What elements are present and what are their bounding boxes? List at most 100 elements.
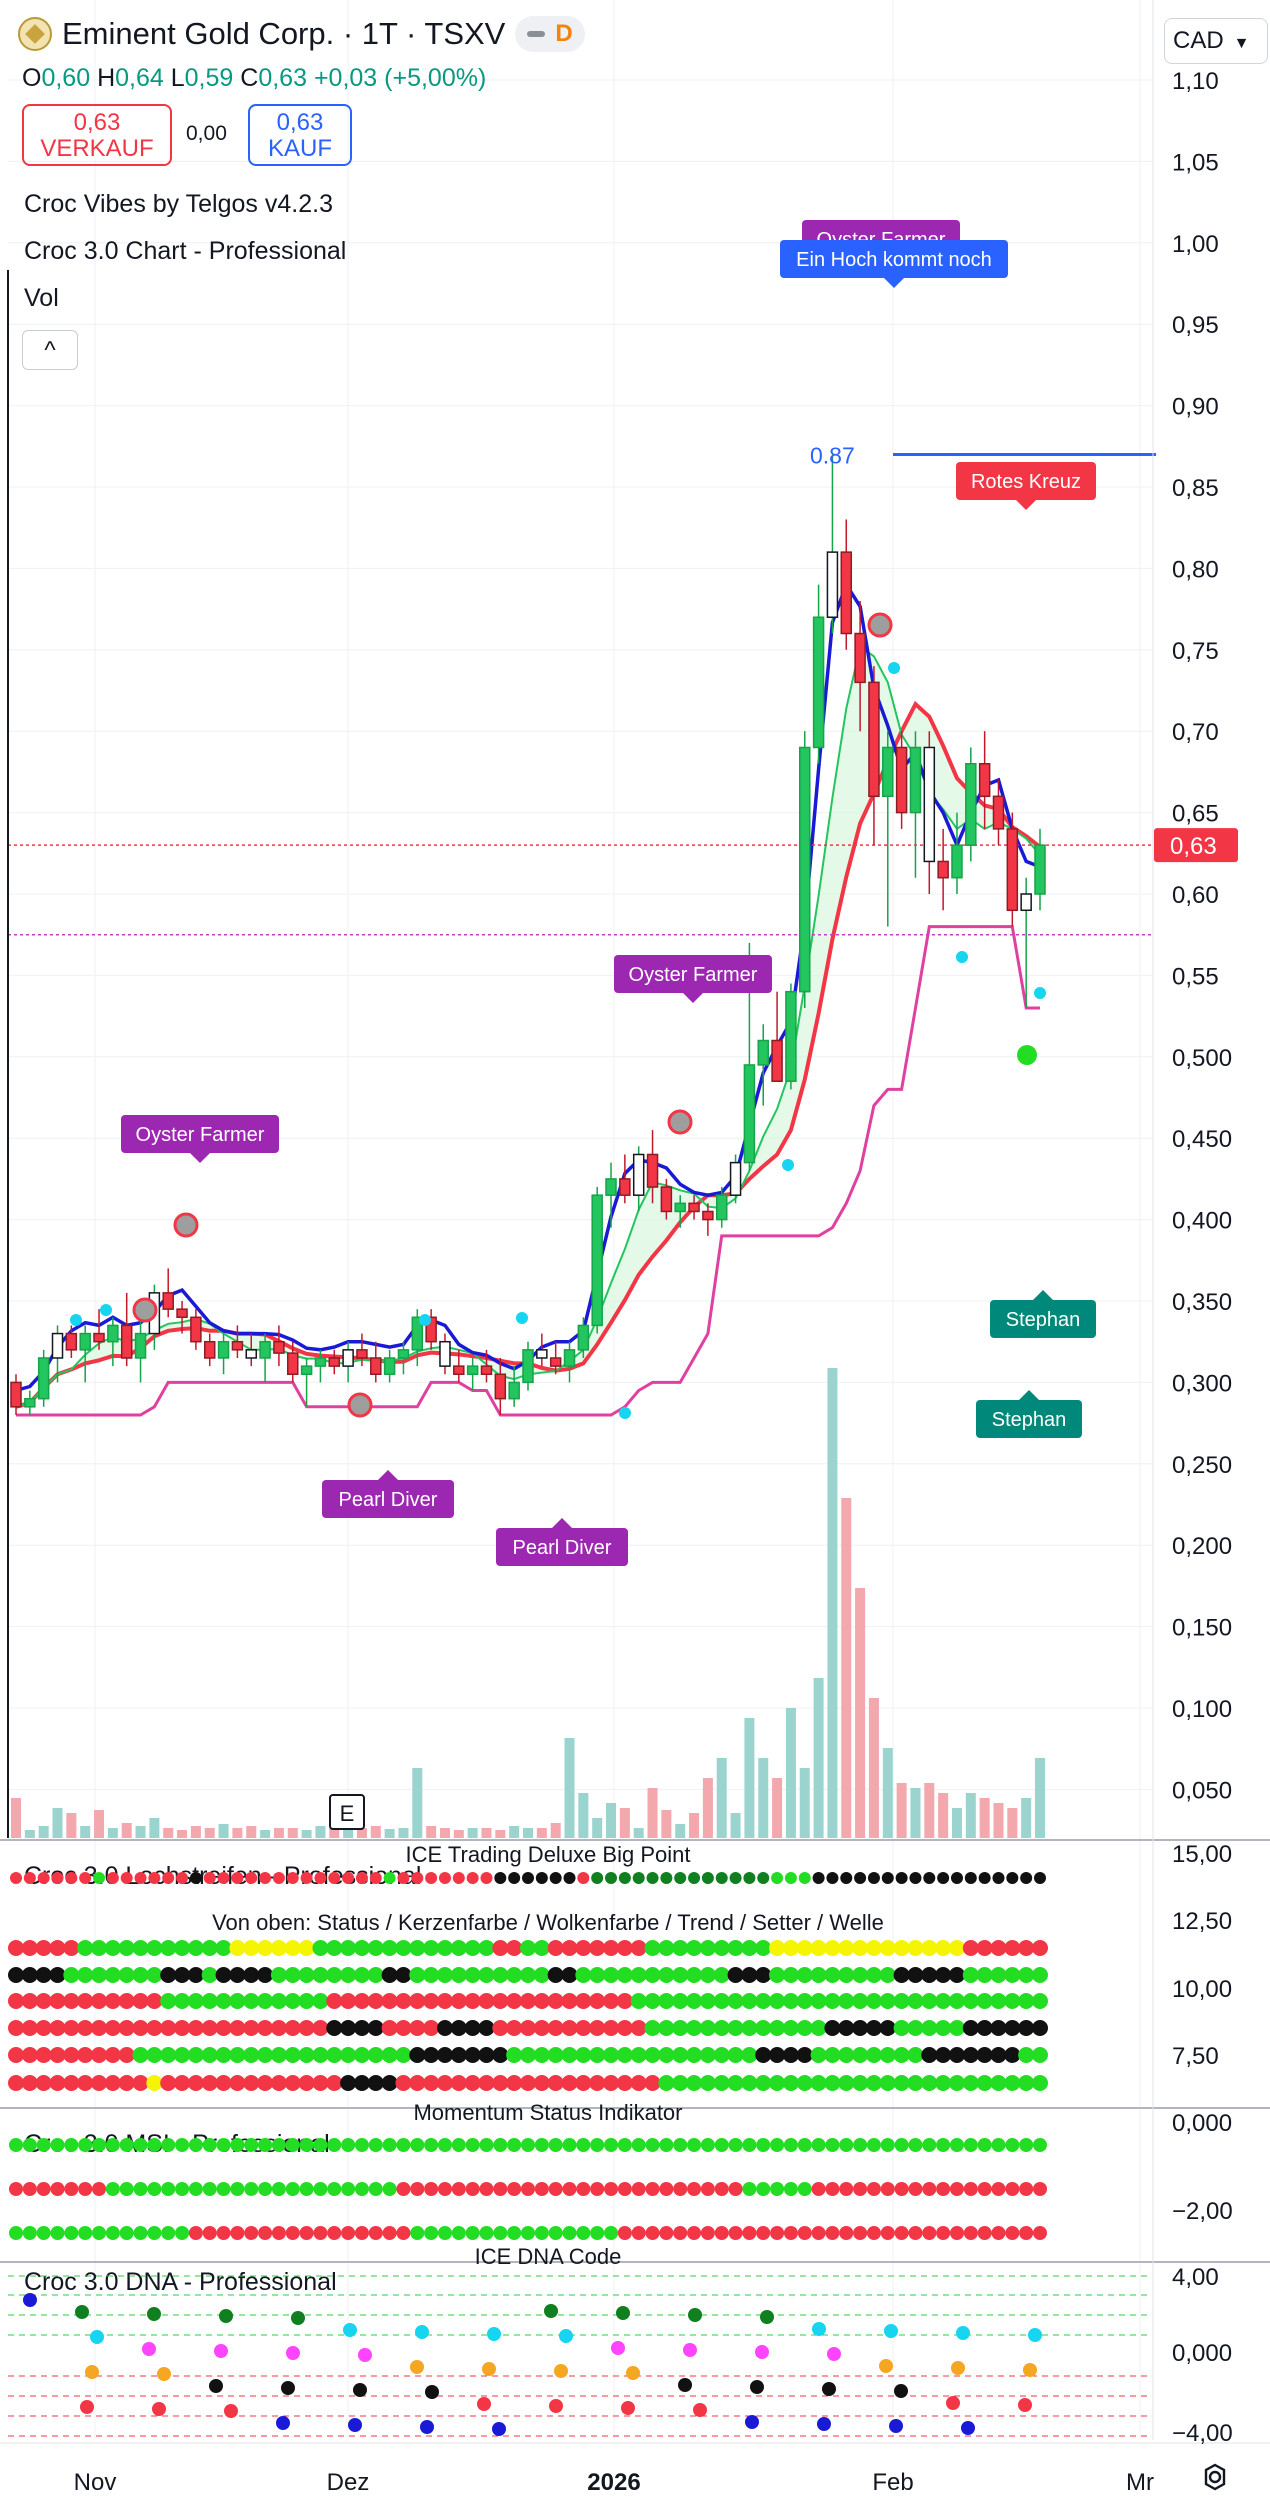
status-dot <box>132 2075 149 2091</box>
status-dot <box>506 2075 523 2091</box>
currency-select[interactable]: CAD ▼ <box>1164 18 1268 64</box>
status-dot <box>879 1940 896 1956</box>
status-dot <box>8 2075 24 2091</box>
status-dot <box>492 2075 509 2091</box>
dna-dot <box>827 2347 841 2361</box>
price-tick-label: 0,150 <box>1172 1615 1232 1642</box>
candle-body <box>425 1316 437 1343</box>
buy-button[interactable]: 0,63 KAUF <box>248 104 352 166</box>
status-dot <box>353 1993 370 2009</box>
status-dot <box>713 2047 730 2063</box>
status-dot <box>326 1940 343 1956</box>
status-dot <box>756 2138 771 2152</box>
status-dot <box>935 1940 952 1956</box>
status-dot <box>618 1872 631 1884</box>
status-dot <box>825 2226 840 2240</box>
status-dot <box>630 2047 647 2063</box>
dna-dot <box>85 2365 99 2379</box>
collapse-indicators-button[interactable]: ^ <box>22 330 78 370</box>
status-dot <box>258 2182 273 2196</box>
status-dot <box>425 1872 438 1884</box>
status-dot <box>742 2226 757 2240</box>
status-dot <box>672 1940 689 1956</box>
status-dot <box>713 1940 730 1956</box>
status-dot <box>354 2182 369 2196</box>
candle-body <box>273 1340 285 1354</box>
status-dot <box>243 2020 260 2036</box>
hoch-kommt-label-pointer <box>884 278 904 288</box>
status-dot <box>79 1872 92 1884</box>
status-dot <box>35 1940 52 1956</box>
candle-body <box>632 1153 645 1196</box>
status-dot <box>687 2182 702 2196</box>
dna-dot <box>879 2359 893 2373</box>
status-dot <box>64 2226 79 2240</box>
stephan-label-2-pointer <box>1019 1390 1039 1400</box>
status-dot <box>632 1872 645 1884</box>
gold-coin-logo-icon <box>18 17 52 51</box>
pearl-diver-label-1-text: Pearl Diver <box>339 1489 438 1511</box>
status-dot <box>962 2047 979 2063</box>
status-dot <box>188 2182 203 2196</box>
volume-bar <box>868 1698 879 1838</box>
status-dot <box>78 2138 93 2152</box>
status-dot <box>271 2182 286 2196</box>
status-dot <box>563 1872 576 1884</box>
low-value: 0,59 <box>184 64 234 92</box>
status-dot <box>284 1940 301 1956</box>
status-dot <box>658 2047 675 2063</box>
status-dot <box>962 1967 979 1983</box>
status-dot <box>118 2020 135 2036</box>
status-dot <box>909 1872 922 1884</box>
status-dot <box>617 2182 632 2196</box>
status-dot <box>132 1993 149 2009</box>
indicator-croc-chart[interactable]: Croc 3.0 Chart - Professional <box>24 237 347 265</box>
volume-bar <box>675 1824 686 1838</box>
status-dot <box>105 2226 120 2240</box>
status-dot <box>423 1967 440 1983</box>
status-dot <box>672 2075 689 2091</box>
status-dot <box>990 1940 1007 1956</box>
status-dot <box>533 2020 550 2036</box>
volume-bar <box>38 1826 49 1838</box>
candle-body <box>563 1349 576 1367</box>
status-dot <box>948 2075 965 2091</box>
candle-body <box>93 1332 105 1343</box>
status-dot <box>770 2182 785 2196</box>
status-dot <box>577 1872 590 1884</box>
status-dot <box>8 1967 24 1983</box>
settings-gear-icon[interactable] <box>1200 2462 1230 2492</box>
dna-dot <box>678 2378 692 2392</box>
status-dot <box>728 2226 743 2240</box>
volume-bar <box>896 1783 907 1838</box>
status-dot <box>990 1993 1007 2009</box>
status-dot <box>146 2047 163 2063</box>
status-dot <box>341 2138 356 2152</box>
status-dot <box>949 2182 964 2196</box>
status-dot <box>21 1967 38 1983</box>
volume-bar <box>523 1828 533 1838</box>
oyster-farmer-label-mid: Oyster Farmer <box>614 955 772 1003</box>
candle-body <box>799 746 811 993</box>
chart-type-pill[interactable]: D <box>515 16 585 52</box>
candle-body <box>217 1340 230 1359</box>
status-dot <box>243 1993 260 2009</box>
volume-bar <box>287 1828 298 1838</box>
candle-body <box>577 1324 590 1351</box>
dna-dot <box>425 2385 439 2399</box>
dna-dot <box>90 2330 104 2344</box>
status-dot <box>713 2075 730 2091</box>
status-dot <box>464 1967 481 1983</box>
volume-bar <box>481 1828 492 1838</box>
symbol-title-row[interactable]: Eminent Gold Corp. · 1T · TSXV D <box>18 16 585 52</box>
indicator-croc-vibes[interactable]: Croc Vibes by Telgos v4.2.3 <box>24 190 333 218</box>
indicator-volume[interactable]: Vol <box>24 284 59 312</box>
status-dot <box>797 2182 812 2196</box>
dna-dot <box>611 2341 625 2355</box>
sell-button[interactable]: 0,63 VERKAUF <box>22 104 172 166</box>
status-dot <box>672 2020 689 2036</box>
status-dot <box>243 1967 260 1983</box>
oyster-farmer-label-left-box <box>121 1115 279 1153</box>
status-dot <box>866 2182 881 2196</box>
